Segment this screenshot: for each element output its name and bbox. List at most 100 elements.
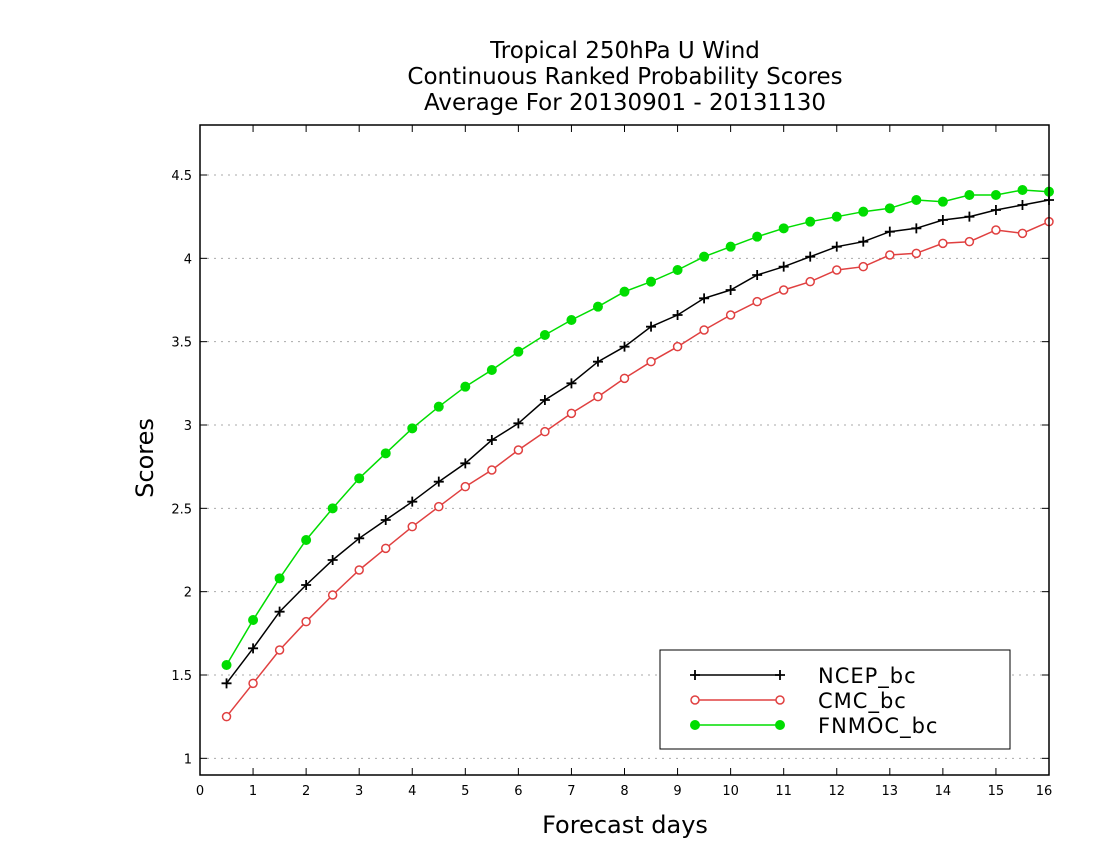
data-point-ncep-bc: [566, 378, 577, 389]
x-tick-label: 6: [514, 784, 522, 799]
series-line-fnmoc-bc: [225, 189, 1050, 666]
x-tick-label: 14: [935, 784, 952, 799]
y-axis-title: Scores: [131, 418, 159, 498]
data-point-cmc-bc: [380, 543, 391, 554]
series-fnmoc-bc: [221, 185, 1054, 670]
data-point-fnmoc-bc: [619, 286, 630, 297]
legend-marker-left-cmc-bc: [690, 695, 700, 705]
x-tick-label: 16: [1036, 784, 1053, 799]
data-point-cmc-bc: [858, 261, 869, 272]
data-point-fnmoc-bc: [752, 231, 763, 242]
x-tick-label: 9: [673, 784, 681, 799]
legend-marker-right-ncep-bc: [775, 670, 785, 680]
data-point-ncep-bc: [486, 435, 497, 445]
data-point-fnmoc-bc: [566, 315, 577, 325]
x-tick-label: 11: [775, 784, 792, 799]
legend-label-fnmoc-bc: FNMOC_bc: [818, 714, 938, 739]
legend-marker-right-cmc-bc: [775, 695, 785, 705]
data-point-fnmoc-bc: [460, 381, 471, 392]
data-point-ncep-bc: [937, 215, 948, 225]
x-tick-label: 4: [408, 784, 416, 799]
data-point-cmc-bc: [885, 250, 895, 260]
data-point-cmc-bc: [699, 325, 709, 335]
data-point-cmc-bc: [593, 391, 603, 402]
x-axis-ticks: 0 1 2 3 4 5 6 7 8 9 10 11 12 13 14 15 16: [196, 125, 1052, 799]
data-point-ncep-bc: [884, 226, 895, 237]
data-series: [221, 185, 1054, 722]
data-point-fnmoc-bc: [646, 276, 657, 287]
chart-title: Tropical 250hPa U Wind Continuous Ranked…: [407, 38, 842, 116]
data-point-fnmoc-bc: [592, 301, 603, 312]
data-point-fnmoc-bc: [858, 206, 869, 217]
data-point-cmc-bc: [991, 225, 1001, 235]
data-point-fnmoc-bc: [354, 473, 365, 484]
series-ncep-bc: [221, 195, 1054, 689]
data-point-cmc-bc: [566, 408, 577, 419]
legend-entry-fnmoc-bc: FNMOC_bc: [690, 714, 938, 739]
data-point-ncep-bc: [646, 321, 657, 332]
data-point-fnmoc-bc: [433, 401, 444, 412]
series-line-ncep-bc: [225, 199, 1050, 684]
data-point-cmc-bc: [646, 356, 656, 367]
data-point-fnmoc-bc: [805, 216, 816, 227]
data-point-fnmoc-bc: [513, 346, 524, 357]
x-tick-label: 12: [828, 784, 845, 799]
data-point-cmc-bc: [540, 426, 550, 437]
data-point-ncep-bc: [513, 418, 524, 429]
data-point-cmc-bc: [805, 276, 815, 287]
y-tick-label: 2.5: [171, 502, 192, 517]
data-point-ncep-bc: [990, 205, 1001, 215]
data-point-ncep-bc: [274, 606, 285, 617]
data-point-fnmoc-bc: [221, 660, 232, 670]
x-axis-title: Forecast days: [542, 811, 708, 839]
x-tick-label: 5: [461, 784, 469, 799]
data-point-ncep-bc: [221, 678, 232, 689]
data-point-cmc-bc: [911, 248, 922, 259]
title-line-3: Average For 20130901 - 20131130: [424, 90, 826, 116]
data-point-fnmoc-bc: [831, 211, 842, 222]
data-point-ncep-bc: [964, 211, 975, 222]
data-point-cmc-bc: [752, 296, 762, 307]
y-tick-label: 4.5: [171, 169, 192, 184]
data-point-cmc-bc: [1017, 228, 1028, 239]
data-point-ncep-bc: [778, 261, 789, 272]
data-point-fnmoc-bc: [937, 196, 948, 207]
data-point-ncep-bc: [460, 458, 471, 469]
data-point-ncep-bc: [301, 580, 312, 590]
data-point-fnmoc-bc: [964, 190, 975, 200]
title-line-1: Tropical 250hPa U Wind: [489, 38, 760, 64]
data-point-ncep-bc: [858, 236, 869, 247]
data-point-ncep-bc: [407, 496, 418, 507]
legend-marker-left-ncep-bc: [690, 670, 700, 680]
legend-label-ncep-bc: NCEP_bc: [818, 664, 917, 689]
data-point-cmc-bc: [778, 285, 789, 295]
data-point-cmc-bc: [460, 481, 471, 492]
data-point-fnmoc-bc: [725, 241, 736, 252]
x-tick-label: 7: [567, 784, 575, 799]
data-point-ncep-bc: [592, 356, 603, 367]
data-point-ncep-bc: [672, 310, 683, 320]
x-tick-label: 8: [620, 784, 628, 799]
data-point-cmc-bc: [619, 373, 630, 384]
data-point-ncep-bc: [752, 270, 763, 280]
y-tick-label: 4: [184, 252, 192, 267]
data-point-cmc-bc: [407, 521, 417, 532]
data-point-fnmoc-bc: [407, 423, 418, 434]
data-point-cmc-bc: [274, 645, 285, 655]
data-point-fnmoc-bc: [539, 330, 550, 340]
legend-label-cmc-bc: CMC_bc: [818, 689, 907, 714]
data-point-cmc-bc: [725, 310, 736, 320]
data-point-fnmoc-bc: [301, 535, 312, 545]
data-point-fnmoc-bc: [884, 203, 895, 214]
data-point-fnmoc-bc: [327, 503, 338, 514]
y-tick-label: 3.5: [171, 336, 192, 351]
data-point-ncep-bc: [248, 643, 259, 654]
data-point-ncep-bc: [1017, 200, 1028, 210]
data-point-ncep-bc: [619, 341, 630, 352]
data-point-cmc-bc: [487, 465, 497, 475]
y-tick-label: 2: [184, 586, 192, 601]
legend-marker-left-fnmoc-bc: [690, 720, 700, 730]
